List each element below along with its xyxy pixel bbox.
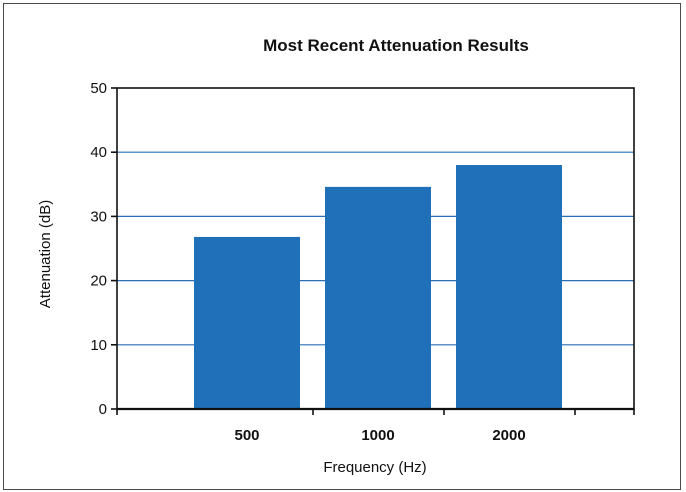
x-category-label: 2000 xyxy=(492,427,525,444)
y-tick-label: 30 xyxy=(90,208,107,225)
y-axis-label: Attenuation (dB) xyxy=(37,200,54,308)
x-axis-label: Frequency (Hz) xyxy=(323,459,426,476)
bar-1000 xyxy=(325,186,431,409)
chart-title: Most Recent Attenuation Results xyxy=(263,36,529,55)
y-tick-labels: 0 10 20 30 40 50 xyxy=(90,80,107,418)
bar-2000 xyxy=(456,165,562,409)
bar-500 xyxy=(194,236,300,409)
x-category-label: 1000 xyxy=(361,427,394,444)
y-tick-label: 20 xyxy=(90,273,107,290)
y-tick-label: 40 xyxy=(90,144,107,161)
y-tick-label: 0 xyxy=(99,401,107,418)
y-tick-label: 50 xyxy=(90,80,107,97)
y-tick-label: 10 xyxy=(90,337,107,354)
axes xyxy=(111,87,635,415)
bars xyxy=(194,165,562,409)
x-category-labels: 500 1000 2000 xyxy=(234,427,525,444)
x-category-label: 500 xyxy=(234,427,259,444)
